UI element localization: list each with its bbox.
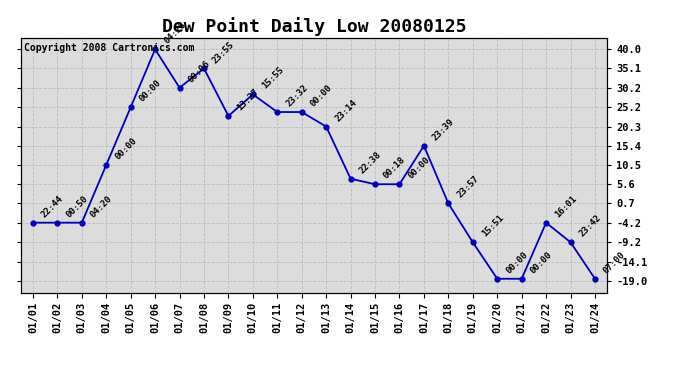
Text: 23:32: 23:32 [284,83,310,108]
Text: 07:00: 07:00 [602,250,627,275]
Text: 04:28: 04:28 [162,20,188,46]
Text: Copyright 2008 Cartronics.com: Copyright 2008 Cartronics.com [23,43,194,52]
Text: 23:57: 23:57 [455,174,481,200]
Text: 13:27: 13:27 [235,87,261,112]
Text: 16:01: 16:01 [553,194,578,219]
Text: 00:00: 00:00 [308,83,334,108]
Text: 23:39: 23:39 [431,117,456,142]
Title: Dew Point Daily Low 20080125: Dew Point Daily Low 20080125 [161,17,466,36]
Text: 00:00: 00:00 [406,155,432,181]
Text: 00:00: 00:00 [504,250,529,275]
Text: 00:50: 00:50 [64,194,90,219]
Text: 23:42: 23:42 [578,213,603,239]
Text: 15:55: 15:55 [260,66,285,91]
Text: 00:18: 00:18 [382,155,407,181]
Text: 22:38: 22:38 [357,150,383,175]
Text: 04:20: 04:20 [89,194,114,219]
Text: 23:14: 23:14 [333,98,359,123]
Text: 00:00: 00:00 [113,136,139,162]
Text: 22:44: 22:44 [40,194,66,219]
Text: 00:06: 00:06 [186,59,212,84]
Text: 00:00: 00:00 [137,78,163,104]
Text: 00:00: 00:00 [529,250,554,275]
Text: 23:55: 23:55 [211,40,236,65]
Text: 15:51: 15:51 [480,213,505,239]
